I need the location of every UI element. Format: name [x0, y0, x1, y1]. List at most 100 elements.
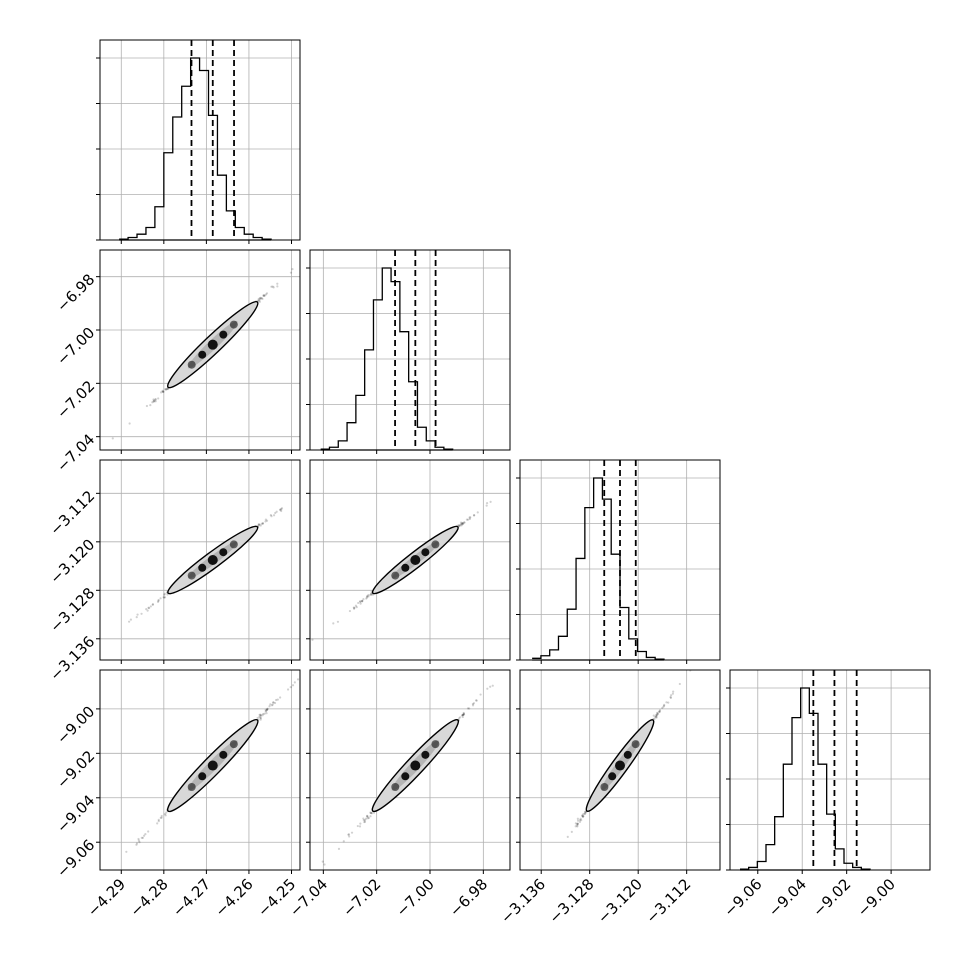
sample-point [263, 294, 266, 297]
sample-point [669, 696, 672, 699]
sample-point [342, 840, 345, 843]
x-tick-label: −9.02 [809, 875, 854, 920]
sample-point [461, 715, 464, 719]
density-core [623, 750, 632, 759]
sample-point [654, 715, 657, 719]
sample-point [280, 507, 284, 510]
sample-point [459, 521, 463, 524]
sample-point [111, 437, 114, 440]
x-tick-label: −4.26 [212, 875, 257, 920]
sample-point [276, 698, 279, 701]
sample-point [669, 696, 673, 699]
y-tick-label: −3.136 [46, 632, 98, 684]
sample-point [262, 294, 265, 297]
sample-point [366, 595, 369, 598]
sample-point [653, 717, 656, 721]
sample-point [348, 609, 352, 613]
sample-point [657, 710, 661, 713]
sample-point [296, 678, 300, 681]
sample-point [362, 598, 365, 601]
sample-point [372, 811, 376, 814]
sample-point [576, 824, 579, 827]
sample-point [271, 285, 274, 288]
sample-point [466, 518, 470, 521]
sample-point [656, 712, 660, 715]
sample-point [584, 812, 587, 815]
sample-point [259, 718, 262, 721]
sample-point [157, 818, 160, 821]
sample-point [145, 608, 148, 611]
sample-point [163, 596, 166, 599]
sample-point [662, 705, 665, 708]
sample-point [656, 711, 659, 715]
sample-point [152, 399, 156, 402]
sample-point [128, 422, 131, 425]
sample-point [468, 516, 471, 519]
sample-point [137, 837, 140, 841]
sample-point [270, 285, 273, 288]
density-core [219, 750, 228, 759]
density-core [207, 339, 218, 350]
sample-point [485, 502, 489, 505]
sample-point [272, 286, 275, 289]
sample-point [289, 271, 293, 274]
panel-1-0: −7.04 −7.02 −7.00 −6.98 [53, 249, 301, 476]
sample-point [279, 508, 282, 511]
sample-point [261, 522, 265, 525]
sample-point [160, 814, 163, 818]
panel-frame [309, 249, 511, 451]
sample-point [461, 713, 464, 717]
sample-point [265, 519, 269, 522]
sample-point [162, 596, 165, 599]
density-core [615, 760, 625, 771]
sample-point [163, 593, 166, 596]
sample-point [581, 815, 585, 818]
sample-point [337, 847, 341, 850]
sample-point [656, 713, 659, 716]
panel-frame [519, 459, 721, 661]
sample-point [266, 708, 269, 711]
sample-point [658, 710, 661, 714]
sample-point [265, 292, 269, 295]
panel-2-1 [306, 459, 511, 664]
sample-point [135, 843, 138, 846]
sample-point [576, 822, 579, 825]
sample-point [265, 709, 268, 712]
sample-point [162, 390, 165, 393]
sample-point [129, 618, 133, 621]
y-tick-label: −3.112 [46, 487, 98, 539]
sample-point [369, 815, 372, 818]
sample-point [366, 815, 369, 818]
sample-point [462, 712, 465, 715]
sample-point [156, 600, 160, 604]
sample-point [164, 388, 168, 391]
sample-point [576, 825, 579, 828]
sample-point [161, 390, 164, 393]
sample-point [460, 522, 464, 525]
sample-point [275, 510, 278, 513]
sample-point [353, 606, 356, 609]
x-tick-label: −6.98 [446, 875, 491, 920]
sample-point [656, 712, 659, 715]
sample-point [459, 523, 463, 526]
sample-point [370, 812, 373, 815]
sample-point [259, 524, 262, 527]
y-tick-label: −6.98 [53, 270, 98, 315]
sample-point [160, 816, 163, 819]
sample-point [302, 491, 304, 493]
sample-point [356, 824, 359, 828]
histogram-steps [532, 477, 665, 660]
sample-point [154, 398, 157, 401]
sample-point [458, 524, 461, 527]
sample-point [347, 833, 351, 836]
sample-point [581, 815, 584, 818]
y-tick-label: −9.04 [53, 791, 98, 836]
sample-point [258, 715, 261, 719]
y-tick-label: −7.04 [53, 430, 98, 475]
density-core [431, 540, 440, 549]
sample-point [672, 690, 675, 693]
sample-point [369, 593, 372, 597]
sample-point [141, 836, 144, 839]
sample-point [136, 613, 139, 616]
sample-point [489, 500, 492, 503]
